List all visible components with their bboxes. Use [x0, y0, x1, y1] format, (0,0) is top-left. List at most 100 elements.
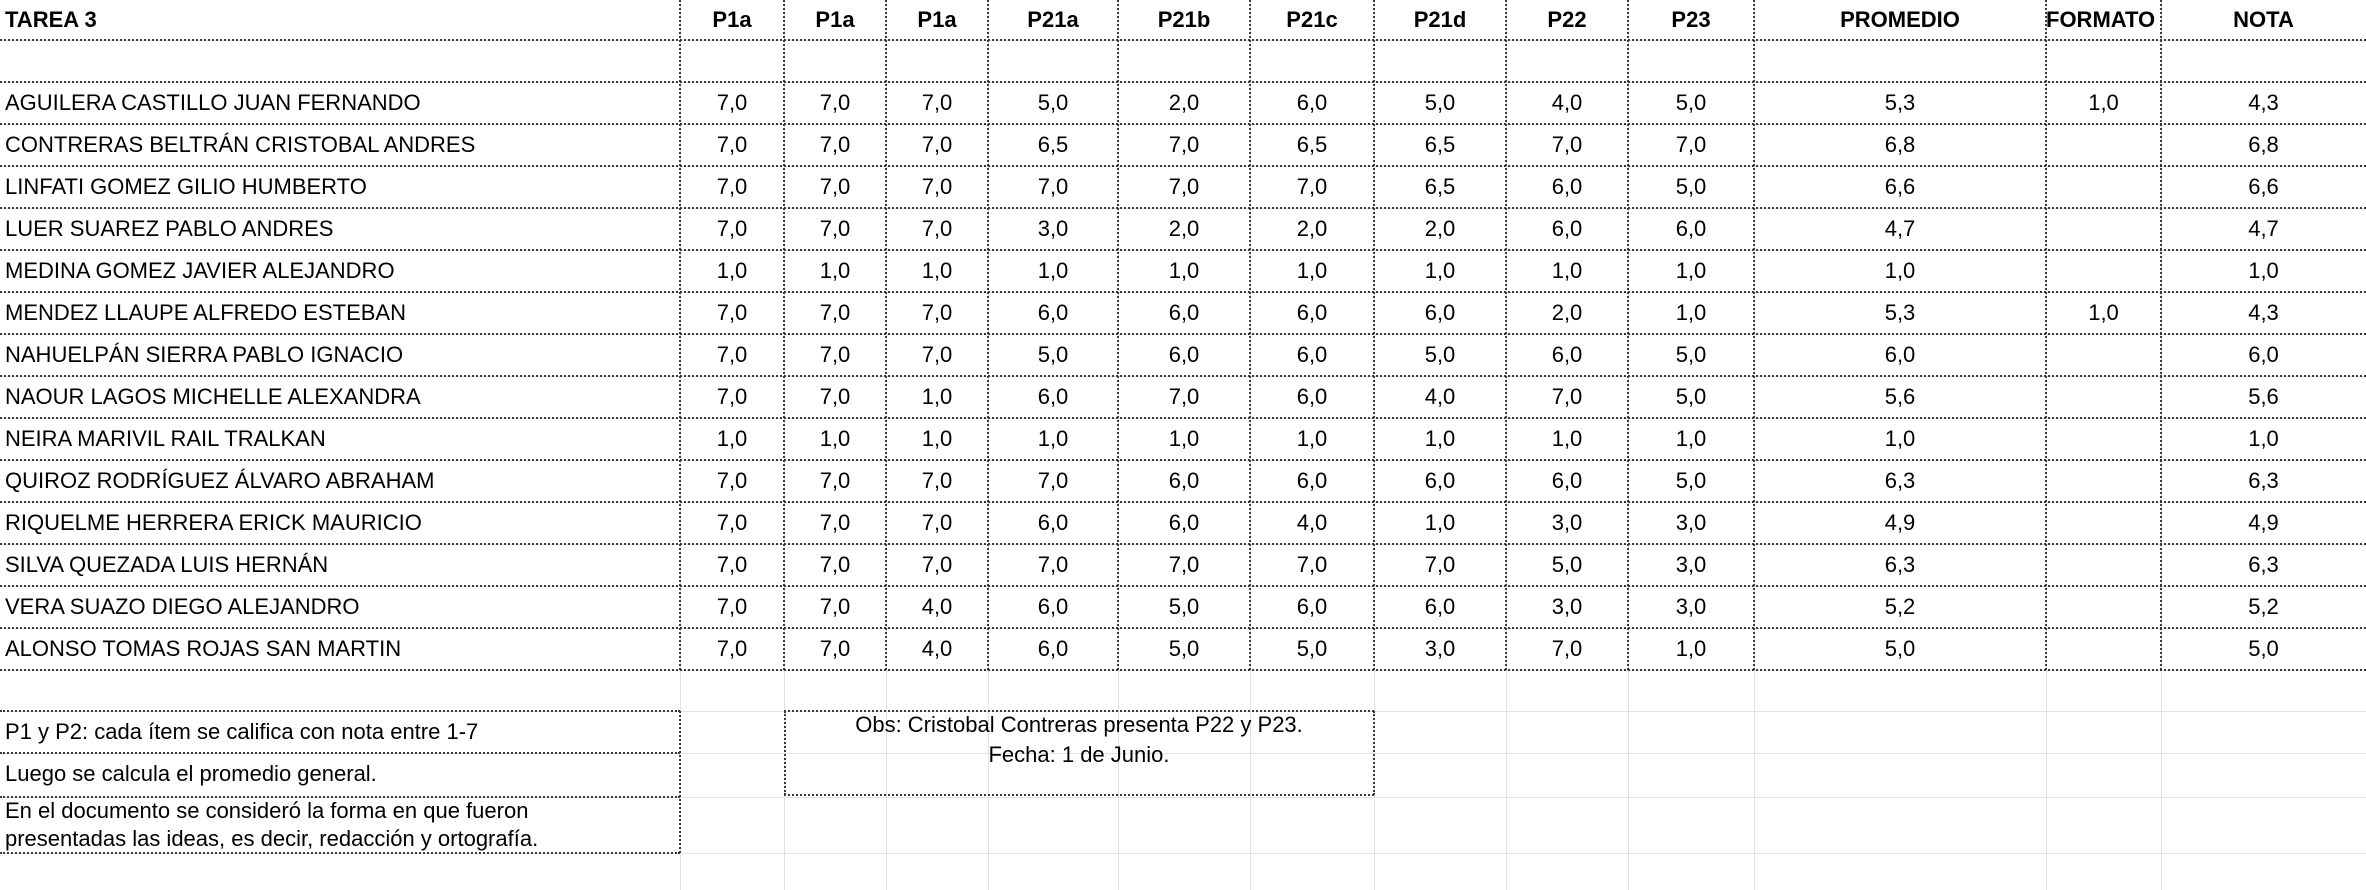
grade-cell[interactable]: 5,0	[1296, 636, 1328, 661]
note-format-rule-line1[interactable]: En el documento se consideró la forma en…	[5, 798, 529, 823]
grade-cell[interactable]: 6,0	[1884, 342, 1916, 367]
grade-cell[interactable]: 5,0	[2248, 636, 2279, 661]
note-average-rule[interactable]: Luego se calcula el promedio general.	[5, 761, 377, 786]
grade-cell[interactable]: 6,0	[1551, 216, 1583, 241]
grade-cell[interactable]: 7,0	[819, 468, 851, 493]
grade-cell[interactable]: 7,0	[1296, 552, 1328, 577]
grade-cell[interactable]: 3,0	[1675, 594, 1707, 619]
grade-cell[interactable]: 5,0	[1675, 468, 1707, 493]
grade-cell[interactable]: 1,0	[1168, 426, 1200, 451]
column-header-1[interactable]: P1a	[712, 7, 752, 32]
grade-cell[interactable]	[2046, 124, 2161, 166]
grade-cell[interactable]: 6,0	[1037, 594, 1069, 619]
grade-cell[interactable]: 6,0	[1296, 300, 1328, 325]
grade-cell[interactable]: 4,0	[921, 594, 953, 619]
grade-cell[interactable]: 1,0	[1424, 426, 1456, 451]
grade-cell[interactable]: 7,0	[921, 300, 953, 325]
grade-cell[interactable]: 7,0	[716, 90, 748, 115]
grade-cell[interactable]: 6,5	[1037, 132, 1069, 157]
grade-cell[interactable]: 6,5	[1296, 132, 1328, 157]
grade-cell[interactable]: 5,3	[1884, 300, 1916, 325]
grade-cell[interactable]	[2046, 166, 2161, 208]
grade-cell[interactable]: 2,0	[1168, 216, 1200, 241]
grade-cell[interactable]: 1,0	[1296, 426, 1328, 451]
grade-cell[interactable]	[2046, 208, 2161, 250]
column-header-5[interactable]: P21b	[1157, 7, 1211, 32]
grade-cell[interactable]: 7,0	[716, 300, 748, 325]
column-header-7[interactable]: P21d	[1413, 7, 1467, 32]
grade-cell[interactable]: 5,0	[1037, 90, 1069, 115]
grade-cell[interactable]: 4,3	[2248, 300, 2279, 325]
grade-cell[interactable]: 7,0	[1296, 174, 1328, 199]
grade-cell[interactable]: 5,3	[1884, 90, 1916, 115]
grade-cell[interactable]: 1,0	[1675, 426, 1707, 451]
grade-cell[interactable]: 6,8	[1884, 132, 1916, 157]
grade-cell[interactable]: 6,0	[1551, 468, 1583, 493]
grade-cell[interactable]: 7,0	[819, 384, 851, 409]
grade-cell[interactable]: 1,0	[1424, 510, 1456, 535]
grade-cell[interactable]: 5,6	[2248, 384, 2279, 409]
grade-cell[interactable]: 6,0	[1168, 300, 1200, 325]
grade-cell[interactable]: 5,0	[1424, 90, 1456, 115]
grade-cell[interactable]: 1,0	[2088, 300, 2119, 325]
column-header-8[interactable]: P22	[1547, 7, 1587, 32]
grade-cell[interactable]: 3,0	[1424, 636, 1456, 661]
grade-cell[interactable]: 7,0	[1551, 636, 1583, 661]
column-header-2[interactable]: P1a	[815, 7, 855, 32]
grade-cell[interactable]: 5,0	[1675, 342, 1707, 367]
grade-cell[interactable]: 7,0	[716, 552, 748, 577]
grade-cell[interactable]: 5,0	[1168, 594, 1200, 619]
column-header-10[interactable]: PROMEDIO	[1840, 7, 1960, 32]
grade-cell[interactable]: 3,0	[1675, 510, 1707, 535]
grade-cell[interactable]: 3,0	[1551, 510, 1583, 535]
grade-cell[interactable]: 7,0	[819, 342, 851, 367]
grade-cell[interactable]: 7,0	[1037, 468, 1069, 493]
note-format-rule-line2[interactable]: presentadas las ideas, es decir, redacci…	[5, 826, 539, 851]
grade-cell[interactable]: 6,0	[1037, 636, 1069, 661]
column-header-12[interactable]: NOTA	[2233, 7, 2294, 32]
grade-cell[interactable]: 7,0	[921, 174, 953, 199]
grade-cell[interactable]: 1,0	[921, 384, 953, 409]
grade-cell[interactable]: 3,0	[1037, 216, 1069, 241]
grade-cell[interactable]	[2046, 628, 2161, 670]
grade-cell[interactable]	[2046, 544, 2161, 586]
grade-cell[interactable]: 6,0	[1037, 300, 1069, 325]
grade-cell[interactable]: 1,0	[1675, 258, 1707, 283]
grade-cell[interactable]: 5,0	[1551, 552, 1583, 577]
grade-cell[interactable]: 1,0	[921, 426, 953, 451]
grade-cell[interactable]: 6,0	[1296, 90, 1328, 115]
grade-cell[interactable]: 6,0	[1424, 594, 1456, 619]
grade-cell[interactable]: 1,0	[1296, 258, 1328, 283]
grade-cell[interactable]: 5,2	[2248, 594, 2279, 619]
grade-cell[interactable]: 7,0	[716, 174, 748, 199]
grade-cell[interactable]: 5,2	[1884, 594, 1916, 619]
student-name-cell[interactable]: MENDEZ LLAUPE ALFREDO ESTEBAN	[5, 300, 406, 325]
student-name-cell[interactable]: SILVA QUEZADA LUIS HERNÁN	[5, 552, 329, 577]
grade-cell[interactable]	[2046, 460, 2161, 502]
grade-cell[interactable]: 7,0	[921, 468, 953, 493]
student-name-cell[interactable]: NAHUELPÁN SIERRA PABLO IGNACIO	[5, 342, 404, 367]
student-name-cell[interactable]: ALONSO TOMAS ROJAS SAN MARTIN	[5, 636, 402, 661]
grade-cell[interactable]: 5,0	[1675, 174, 1707, 199]
grade-cell[interactable]: 1,0	[1551, 258, 1583, 283]
grade-cell[interactable]: 1,0	[2088, 90, 2119, 115]
grade-cell[interactable]: 1,0	[2248, 426, 2279, 451]
grade-cell[interactable]: 6,6	[1884, 174, 1916, 199]
student-name-cell[interactable]: QUIROZ RODRÍGUEZ ÁLVARO ABRAHAM	[5, 468, 435, 493]
student-name-cell[interactable]: AGUILERA CASTILLO JUAN FERNANDO	[5, 90, 421, 115]
grade-cell[interactable]: 7,0	[921, 510, 953, 535]
grade-cell[interactable]: 7,0	[1168, 132, 1200, 157]
grade-cell[interactable]: 4,3	[2248, 90, 2279, 115]
student-name-cell[interactable]: VERA SUAZO DIEGO ALEJANDRO	[5, 594, 360, 619]
grade-cell[interactable]: 6,0	[1296, 594, 1328, 619]
grade-cell[interactable]: 1,0	[1675, 300, 1707, 325]
note-grading-rule[interactable]: P1 y P2: cada ítem se califica con nota …	[5, 719, 479, 744]
grade-cell[interactable]: 7,0	[716, 132, 748, 157]
grade-cell[interactable]	[2046, 502, 2161, 544]
grade-cell[interactable]	[2046, 334, 2161, 376]
grade-cell[interactable]: 7,0	[1424, 552, 1456, 577]
grade-cell[interactable]: 7,0	[716, 216, 748, 241]
column-header-6[interactable]: P21c	[1286, 7, 1338, 32]
student-name-cell[interactable]: LUER SUAREZ PABLO ANDRES	[5, 216, 334, 241]
